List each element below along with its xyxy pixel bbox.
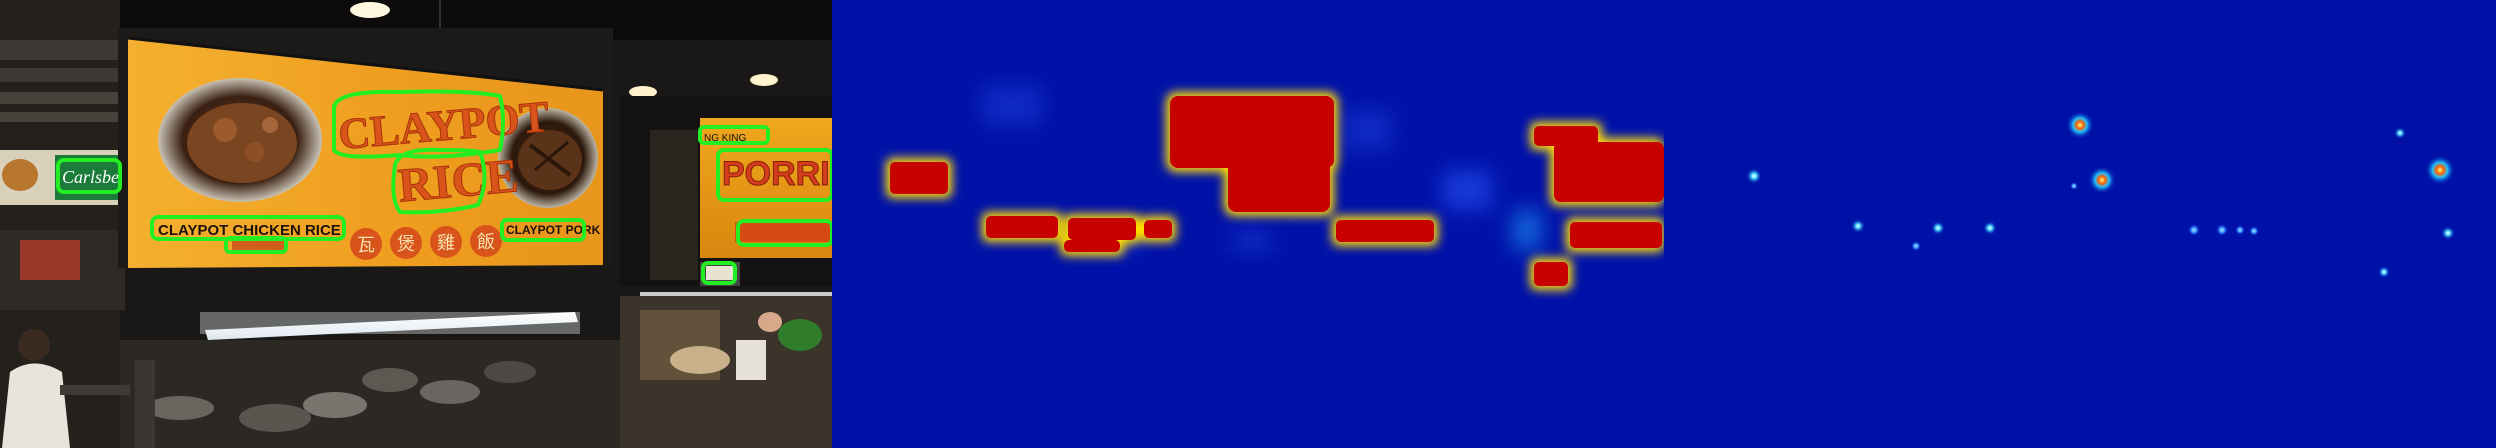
heat-point bbox=[2394, 127, 2406, 139]
heat-point bbox=[2249, 226, 2259, 236]
detection-box-chinese-sub bbox=[224, 236, 288, 254]
sign-label-pork: CLAYPOT PORK bbox=[506, 223, 601, 237]
heat-region bbox=[1144, 220, 1172, 238]
detection-box-porridge bbox=[716, 148, 832, 202]
heat-region bbox=[1534, 126, 1598, 146]
heat-point bbox=[1911, 241, 1921, 251]
detection-box-carlsberg bbox=[56, 158, 122, 194]
heat-point bbox=[2235, 225, 2245, 235]
porridge-sign-small: NG KING bbox=[704, 133, 746, 144]
detection-box-porridge-sub bbox=[736, 219, 832, 247]
heat-point bbox=[2088, 166, 2116, 194]
detection-boxes bbox=[56, 89, 832, 285]
detection-box-pork bbox=[500, 218, 586, 242]
heat-point bbox=[1851, 219, 1865, 233]
heat-point bbox=[2070, 182, 2078, 190]
chinese-char-badge bbox=[430, 226, 462, 258]
carlsberg-text: Carlsbe bbox=[62, 167, 119, 187]
sign-title-rice: RICE bbox=[396, 149, 520, 212]
heat-point bbox=[2425, 155, 2455, 185]
heat-region bbox=[1068, 218, 1136, 240]
chinese-char-badge bbox=[390, 227, 422, 259]
sign-label-chicken: CLAYPOT CHICKEN RICE bbox=[158, 222, 341, 239]
greens bbox=[778, 319, 822, 351]
porridge-sign-big: PORRID bbox=[722, 155, 832, 193]
person bbox=[18, 329, 50, 361]
heat-point bbox=[1931, 221, 1945, 235]
container bbox=[736, 340, 766, 380]
heat-region bbox=[986, 216, 1058, 238]
region-heatmap-panel bbox=[832, 0, 1664, 448]
chinese-char: 瓦 bbox=[357, 235, 375, 256]
heat-point bbox=[1983, 221, 1997, 235]
region-heatmap bbox=[832, 0, 1664, 448]
detection-box-ng-king bbox=[698, 125, 770, 145]
chinese-char-badge bbox=[470, 225, 502, 257]
point-heatmap-panel bbox=[1664, 0, 2496, 448]
photo-scene: Carlsbe CLAYPOT RICE 瓦 bbox=[0, 0, 832, 448]
fluorescent-light bbox=[205, 312, 578, 340]
point-heatmap bbox=[1664, 0, 2496, 448]
heat-point bbox=[2188, 224, 2200, 236]
chinese-char: 雞 bbox=[437, 233, 455, 254]
photo-panel: Carlsbe CLAYPOT RICE 瓦 bbox=[0, 0, 832, 448]
chinese-char: 煲 bbox=[397, 234, 415, 255]
heat-point bbox=[2216, 224, 2228, 236]
chinese-char: 飯 bbox=[477, 232, 495, 253]
heat-point bbox=[2066, 111, 2094, 139]
detection-box-small-sign bbox=[701, 261, 737, 285]
heat-region bbox=[1554, 142, 1664, 202]
heat-region bbox=[1336, 220, 1434, 242]
heat-points bbox=[1746, 111, 2455, 278]
heat-region bbox=[890, 162, 948, 194]
ceiling-lamp bbox=[350, 2, 390, 18]
heat-regions bbox=[886, 92, 1664, 290]
chinese-char-badge bbox=[350, 228, 382, 260]
detection-box-claypot bbox=[332, 89, 505, 159]
detection-box-rice bbox=[391, 147, 487, 215]
heat-point bbox=[2378, 266, 2390, 278]
heat-point bbox=[2441, 226, 2455, 240]
stacked-plates bbox=[239, 404, 311, 432]
heat-region bbox=[1228, 146, 1330, 212]
heat-region bbox=[1534, 262, 1568, 286]
heat-point bbox=[1746, 168, 1762, 184]
heat-region bbox=[1570, 222, 1662, 248]
heat-region bbox=[1064, 240, 1120, 252]
